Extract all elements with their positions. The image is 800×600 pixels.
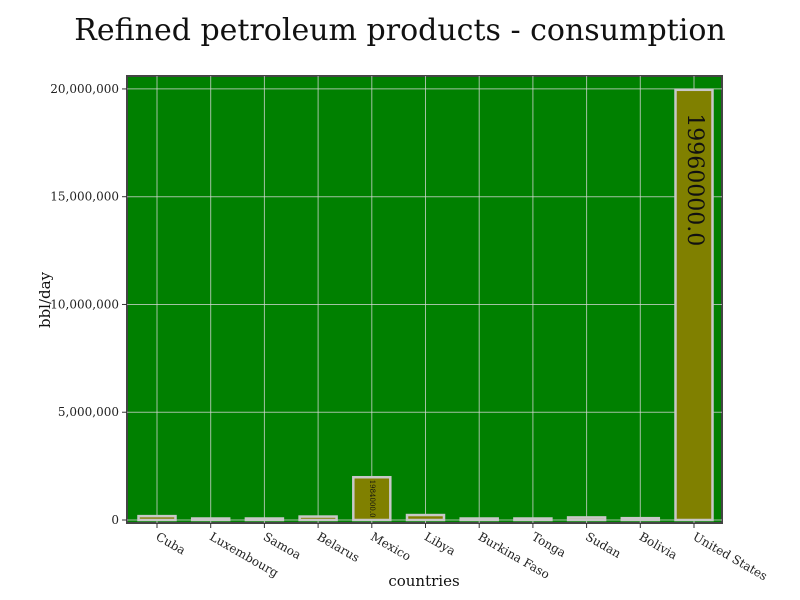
y-tick-label: 0 [111, 513, 119, 527]
x-tick-label: Mexico [368, 529, 413, 563]
plot-area [126, 75, 723, 524]
bar-data-label: 19960000.0 [682, 113, 707, 246]
bar-data-label: 1984000.0 [368, 480, 376, 518]
x-tick-label: Belarus [315, 529, 362, 564]
y-tick-label: 5,000,000 [58, 405, 119, 419]
bar [459, 517, 499, 522]
y-tick-label: 10,000,000 [50, 297, 119, 311]
bar [352, 475, 392, 522]
x-axis-title: countries [388, 572, 459, 590]
bar [566, 516, 607, 522]
x-tick-label: United States [691, 529, 770, 583]
x-tick-label: Cuba [154, 529, 188, 557]
bar [674, 88, 714, 522]
bar [298, 515, 338, 522]
bar [137, 514, 177, 522]
x-tick-label: Samoa [261, 529, 304, 562]
y-tick-label: 15,000,000 [50, 190, 119, 204]
y-axis-ticks: 0 5,000,000 10,000,000 15,000,000 20,000,000 [50, 82, 127, 527]
x-tick-label: Libya [422, 529, 458, 558]
bar [244, 517, 285, 522]
bar [620, 516, 661, 522]
y-axis-title: bbl/day [36, 271, 54, 328]
bar [405, 513, 446, 522]
chart-title: Refined petroleum products - consumption [74, 13, 725, 48]
grid [127, 76, 722, 523]
bars: 1984000.0 19960000.0 [137, 88, 714, 522]
bar [190, 517, 231, 522]
x-tick-label: Tonga [529, 529, 568, 560]
bar [513, 517, 553, 522]
x-tick-label: Bolivia [637, 529, 680, 562]
x-tick-label: Sudan [583, 529, 624, 561]
y-tick-label: 20,000,000 [50, 82, 119, 96]
